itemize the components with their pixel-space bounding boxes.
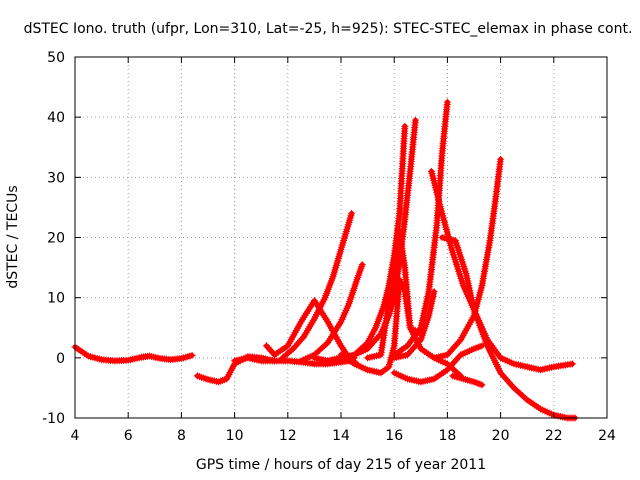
point-markers [297,261,366,365]
point-markers [430,155,505,362]
series-pass-q [390,288,438,362]
y-tick-label: -10 [42,411,65,427]
point-markers [390,342,486,386]
x-tick-label: 4 [71,428,80,444]
series-pass-e [278,209,356,362]
x-tick-label: 22 [545,428,563,444]
x-tick-label: 10 [226,428,244,444]
point-markers [278,209,356,362]
y-tick-label: 20 [47,231,65,247]
x-tick-label: 12 [279,428,297,444]
x-axis-label: GPS time / hours of day 215 of year 2011 [196,457,486,473]
x-tick-label: 24 [598,428,616,444]
chart-title: dSTEC Iono. truth (ufpr, Lon=310, Lat=-2… [24,21,633,37]
point-markers [390,288,438,362]
y-tick-label: 40 [47,110,65,126]
y-tick-label: 0 [56,351,65,367]
x-tick-label: 16 [385,428,403,444]
point-markers [449,372,486,389]
x-tick-label: 14 [332,428,350,444]
series-pass-l [390,342,486,386]
x-tick-label: 8 [177,428,186,444]
axis-ticks: 4 6 8 10 12 14 16 18 20 22 24 -10 0 10 20 30 40 50 [42,50,616,444]
x-tick-label: 6 [124,428,133,444]
y-tick-label: 50 [47,50,65,66]
x-tick-label: 18 [438,428,456,444]
series-pass-m [449,372,486,389]
y-tick-label: 30 [47,170,65,186]
data-series [71,98,579,422]
y-tick-label: 10 [47,291,65,307]
x-tick-label: 20 [492,428,510,444]
series-pass-p [430,155,505,362]
y-axis-label: dSTEC / TECUs [5,185,21,288]
